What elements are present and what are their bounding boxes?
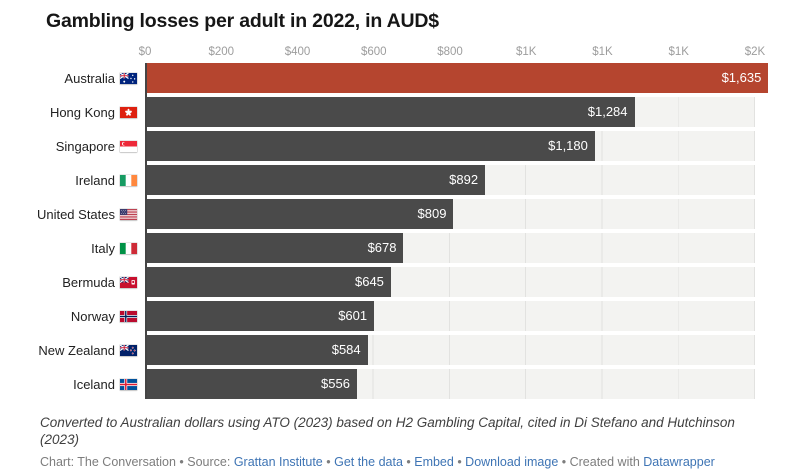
flag-hong-kong-icon	[120, 106, 137, 118]
x-tick-label: $600	[360, 46, 387, 58]
byline-text: Chart: The Conversation • Source:	[40, 455, 234, 469]
byline-text: • Created with	[558, 455, 644, 469]
category-name: Italy	[91, 240, 115, 256]
bar-row-united-states: United States $809	[36, 199, 755, 229]
category-name: Ireland	[75, 172, 115, 188]
zero-axis-line	[145, 63, 147, 399]
category-name: United States	[36, 206, 115, 222]
bar-row-bermuda: Bermuda $645	[40, 267, 755, 297]
category-name: Bermuda	[62, 274, 115, 290]
x-tick-label: $2K	[744, 46, 766, 58]
value-label-ireland: $892	[449, 172, 479, 187]
x-tick-label: $0	[138, 46, 152, 58]
bar-row-australia: Australia $1,635	[40, 63, 769, 93]
category-label-hong-kong: Hong Kong	[40, 97, 145, 127]
category-label-bermuda: Bermuda	[40, 267, 145, 297]
plot-area: $645	[145, 267, 755, 297]
flag-australia-icon	[120, 72, 137, 84]
category-name: New Zealand	[38, 342, 115, 358]
plot-area: $556	[145, 369, 755, 399]
bar-singapore: $1,180	[145, 131, 595, 161]
bar-row-iceland: Iceland $556	[40, 369, 755, 399]
plot-area: $892	[145, 165, 755, 195]
x-tick-label: $800	[437, 46, 463, 58]
flag-ireland-icon	[120, 174, 137, 186]
chart-title: Gambling losses per adult in 2022, in AU…	[46, 10, 439, 32]
value-label-bermuda: $645	[354, 274, 384, 289]
value-label-australia: $1,635	[721, 70, 762, 85]
category-name: Hong Kong	[49, 104, 115, 120]
link-embed[interactable]: Embed	[414, 455, 454, 469]
value-label-hong-kong: $1,284	[587, 104, 628, 119]
category-label-singapore: Singapore	[40, 131, 145, 161]
x-tick-label: $1K	[592, 46, 613, 58]
byline-text: •	[402, 455, 415, 469]
flag-iceland-icon	[120, 378, 137, 390]
category-name: Norway	[70, 308, 115, 324]
bar-italy: $678	[145, 233, 404, 263]
category-label-italy: Italy	[40, 233, 145, 263]
category-label-new-zealand: New Zealand	[38, 335, 145, 365]
x-tick-label: $200	[208, 46, 235, 58]
flag-united-states-icon	[120, 208, 137, 220]
category-label-united-states: United States	[36, 199, 145, 229]
x-tick-label: $1K	[668, 46, 689, 58]
bar-norway: $601	[145, 301, 375, 331]
bar-iceland: $556	[145, 369, 357, 399]
link-get-the-data[interactable]: Get the data	[334, 455, 403, 469]
value-label-united-states: $809	[417, 206, 447, 221]
byline-text: •	[453, 455, 466, 469]
link-datawrapper[interactable]: Datawrapper	[643, 455, 715, 469]
bar-row-singapore: Singapore $1,180	[40, 131, 755, 161]
x-axis: $0 $200 $400 $600 $800 $1K $1K $1K $2K	[139, 33, 766, 63]
category-label-ireland: Ireland	[40, 165, 145, 195]
plot-area: $1,180	[145, 131, 755, 161]
bar-row-ireland: Ireland $892	[40, 165, 755, 195]
bar-bermuda: $645	[145, 267, 391, 297]
link-grattan-institute[interactable]: Grattan Institute	[233, 455, 323, 469]
category-label-australia: Australia	[40, 63, 145, 93]
plot-area: $601	[145, 301, 755, 331]
bar-row-hong-kong: Hong Kong $1,284	[40, 97, 755, 127]
bar-hong-kong: $1,284	[145, 97, 635, 127]
link-download-image[interactable]: Download image	[465, 455, 559, 469]
chart-notes: Converted to Australian dollars using AT…	[40, 415, 735, 447]
x-tick-label: $400	[284, 46, 311, 58]
bar-new-zealand: $584	[145, 335, 368, 365]
byline-text: •	[322, 455, 335, 469]
category-label-iceland: Iceland	[40, 369, 145, 399]
plot-area: $678	[145, 233, 755, 263]
bar-chart-body: Australia $1,635 Hong Kong $1,284 Singapore $…	[36, 63, 769, 399]
flag-new-zealand-icon	[120, 344, 137, 356]
category-name: Australia	[64, 70, 115, 86]
category-name: Singapore	[55, 138, 115, 154]
plot-area: $1,635	[145, 63, 769, 93]
flag-singapore-icon	[120, 140, 137, 152]
flag-italy-icon	[120, 242, 137, 254]
bar-ireland: $892	[145, 165, 486, 195]
chart-byline: Chart: The Conversation • Source: Gratta…	[40, 454, 755, 470]
value-label-norway: $601	[338, 308, 368, 323]
value-label-italy: $678	[367, 240, 397, 255]
bar-united-states: $809	[145, 199, 454, 229]
category-name: Iceland	[73, 376, 115, 392]
bar-row-new-zealand: New Zealand $584	[38, 335, 755, 365]
bar-row-italy: Italy $678	[40, 233, 755, 263]
plot-area: $1,284	[145, 97, 755, 127]
value-label-new-zealand: $584	[331, 342, 361, 357]
flag-norway-icon	[120, 310, 137, 322]
category-label-norway: Norway	[40, 301, 145, 331]
value-label-iceland: $556	[321, 376, 350, 391]
bar-australia: $1,635	[145, 63, 769, 93]
flag-bermuda-icon	[120, 276, 137, 288]
plot-area: $584	[145, 335, 755, 365]
value-label-singapore: $1,180	[548, 138, 588, 153]
bar-row-norway: Norway $601	[40, 301, 755, 331]
plot-area: $809	[145, 199, 755, 229]
x-tick-label: $1K	[516, 46, 537, 58]
